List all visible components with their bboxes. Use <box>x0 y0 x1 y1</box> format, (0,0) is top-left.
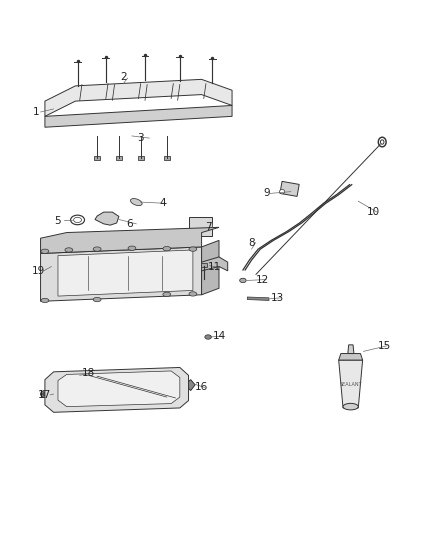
Bar <box>164 156 170 160</box>
Text: 11: 11 <box>208 262 221 272</box>
Polygon shape <box>58 250 193 296</box>
Text: 17: 17 <box>38 390 52 400</box>
Polygon shape <box>41 228 219 254</box>
Text: 1: 1 <box>33 107 39 117</box>
Text: 8: 8 <box>248 238 255 247</box>
Ellipse shape <box>189 247 197 251</box>
Polygon shape <box>184 379 195 391</box>
Polygon shape <box>201 240 219 295</box>
Text: 7: 7 <box>205 222 212 232</box>
Text: 19: 19 <box>32 266 45 276</box>
Polygon shape <box>45 79 232 116</box>
Text: SEALANT: SEALANT <box>339 382 362 386</box>
Ellipse shape <box>43 392 47 396</box>
Polygon shape <box>339 353 363 360</box>
Ellipse shape <box>41 298 49 303</box>
Text: 14: 14 <box>212 331 226 341</box>
Text: 6: 6 <box>127 219 133 229</box>
Polygon shape <box>339 360 363 408</box>
Polygon shape <box>201 257 228 271</box>
Text: 13: 13 <box>271 293 284 303</box>
Polygon shape <box>58 371 180 407</box>
Polygon shape <box>45 367 188 413</box>
Text: 5: 5 <box>55 216 61 226</box>
Text: 9: 9 <box>264 188 270 198</box>
Text: 4: 4 <box>159 198 166 208</box>
Text: 2: 2 <box>120 72 127 82</box>
Text: 16: 16 <box>195 383 208 392</box>
Polygon shape <box>45 106 232 127</box>
Text: 12: 12 <box>256 274 269 285</box>
Ellipse shape <box>279 189 285 194</box>
Bar <box>280 181 299 196</box>
Ellipse shape <box>93 247 101 251</box>
Ellipse shape <box>131 199 142 206</box>
Text: 10: 10 <box>367 207 380 217</box>
Ellipse shape <box>240 278 246 282</box>
Ellipse shape <box>41 249 49 254</box>
Bar <box>116 156 122 160</box>
Polygon shape <box>41 247 201 301</box>
Text: 3: 3 <box>138 133 144 143</box>
Text: 15: 15 <box>378 341 391 351</box>
Ellipse shape <box>163 292 171 296</box>
Bar <box>94 156 100 160</box>
Ellipse shape <box>65 248 73 252</box>
Ellipse shape <box>205 335 212 339</box>
Ellipse shape <box>41 391 49 398</box>
Ellipse shape <box>128 246 136 251</box>
Text: 18: 18 <box>82 368 95 378</box>
Polygon shape <box>348 345 354 353</box>
Ellipse shape <box>189 292 197 296</box>
Bar <box>188 217 212 237</box>
Polygon shape <box>247 297 269 301</box>
Bar <box>138 156 144 160</box>
Ellipse shape <box>163 246 171 251</box>
Ellipse shape <box>193 230 197 233</box>
Ellipse shape <box>343 403 358 410</box>
Polygon shape <box>95 212 119 225</box>
Bar <box>201 263 207 266</box>
Ellipse shape <box>93 297 101 302</box>
